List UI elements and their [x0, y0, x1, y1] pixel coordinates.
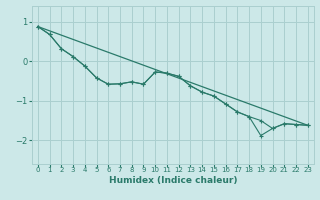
X-axis label: Humidex (Indice chaleur): Humidex (Indice chaleur) — [108, 176, 237, 185]
